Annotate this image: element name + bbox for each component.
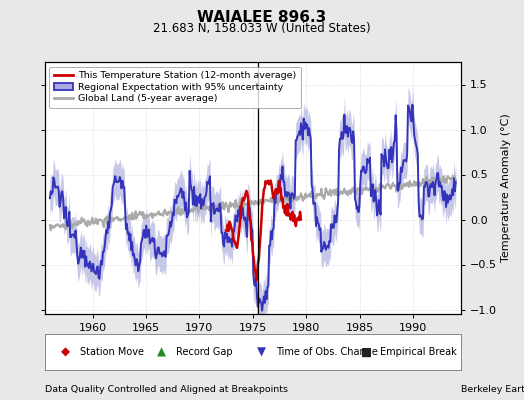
Text: ▲: ▲ bbox=[157, 346, 166, 358]
Text: Empirical Break: Empirical Break bbox=[380, 347, 456, 357]
Text: ▼: ▼ bbox=[257, 346, 266, 358]
Text: Station Move: Station Move bbox=[80, 347, 144, 357]
Text: Time of Obs. Change: Time of Obs. Change bbox=[276, 347, 378, 357]
Text: ◆: ◆ bbox=[61, 346, 70, 358]
Text: Record Gap: Record Gap bbox=[176, 347, 232, 357]
Text: ■: ■ bbox=[361, 346, 372, 358]
Text: 21.683 N, 158.033 W (United States): 21.683 N, 158.033 W (United States) bbox=[153, 22, 371, 35]
Legend: This Temperature Station (12-month average), Regional Expectation with 95% uncer: This Temperature Station (12-month avera… bbox=[49, 67, 301, 108]
Y-axis label: Temperature Anomaly (°C): Temperature Anomaly (°C) bbox=[501, 114, 511, 262]
Text: WAIALEE 896.3: WAIALEE 896.3 bbox=[198, 10, 326, 25]
Text: Data Quality Controlled and Aligned at Breakpoints: Data Quality Controlled and Aligned at B… bbox=[45, 385, 288, 394]
Text: Berkeley Earth: Berkeley Earth bbox=[461, 385, 524, 394]
